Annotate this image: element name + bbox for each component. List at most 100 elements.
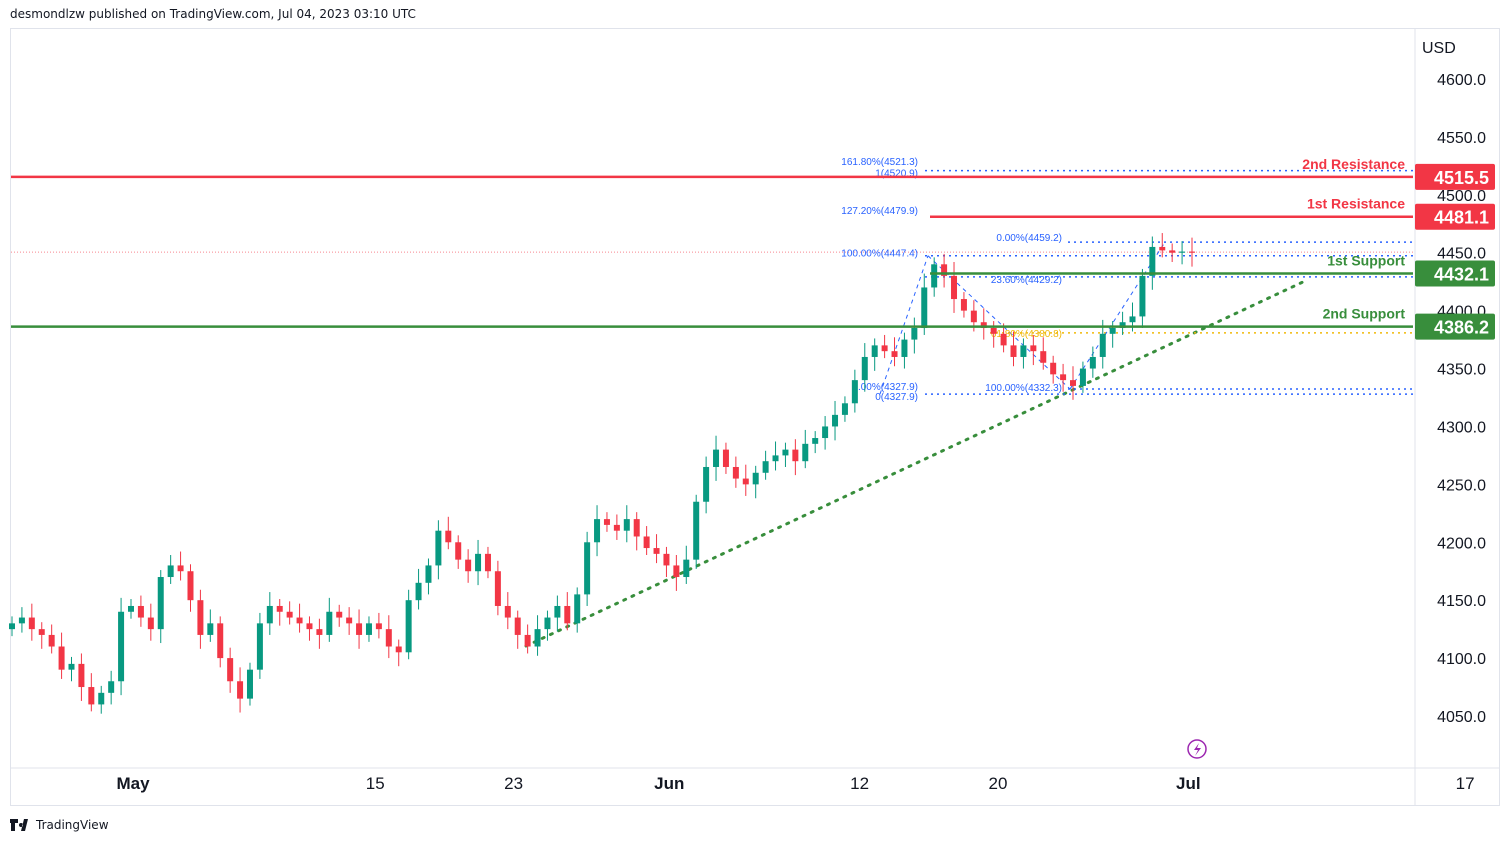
- candle-body[interactable]: [435, 530, 442, 566]
- candle-body[interactable]: [1089, 356, 1096, 369]
- candle-body[interactable]: [157, 577, 164, 630]
- candle-body[interactable]: [832, 414, 839, 427]
- candle-body[interactable]: [415, 582, 422, 601]
- lightning-icon[interactable]: [1187, 739, 1207, 759]
- candle-body[interactable]: [48, 634, 55, 647]
- candle-body[interactable]: [663, 553, 670, 566]
- tradingview-brand[interactable]: TradingView: [36, 818, 109, 832]
- candle-body[interactable]: [613, 524, 620, 531]
- candle-body[interactable]: [851, 380, 858, 404]
- candle-body[interactable]: [841, 403, 848, 415]
- candle-body[interactable]: [792, 449, 799, 462]
- candle-body[interactable]: [68, 663, 75, 670]
- candle-body[interactable]: [217, 623, 224, 659]
- candle-body[interactable]: [38, 629, 45, 635]
- candle-body[interactable]: [227, 658, 234, 682]
- candle-body[interactable]: [465, 559, 472, 572]
- candle-body[interactable]: [1179, 251, 1186, 253]
- candle-body[interactable]: [187, 571, 194, 601]
- candle-body[interactable]: [1159, 246, 1166, 251]
- price-tag[interactable]: [1415, 260, 1495, 287]
- candle-body[interactable]: [544, 617, 551, 630]
- candle-body[interactable]: [286, 611, 293, 618]
- candle-body[interactable]: [346, 617, 353, 624]
- candle-body[interactable]: [931, 264, 938, 288]
- candle-body[interactable]: [316, 629, 323, 635]
- candle-body[interactable]: [861, 356, 868, 381]
- candle-body[interactable]: [1119, 322, 1126, 329]
- candle-body[interactable]: [891, 351, 898, 357]
- candle-body[interactable]: [147, 617, 154, 630]
- candle-body[interactable]: [207, 623, 214, 635]
- candle-body[interactable]: [732, 466, 739, 479]
- candle-body[interactable]: [1070, 380, 1077, 386]
- candle-body[interactable]: [1000, 333, 1007, 346]
- candle-body[interactable]: [534, 629, 541, 647]
- price-tag[interactable]: [1415, 203, 1495, 230]
- candle-body[interactable]: [167, 565, 174, 578]
- candle-body[interactable]: [514, 617, 521, 635]
- candle-body[interactable]: [494, 571, 501, 606]
- candle-body[interactable]: [127, 605, 134, 612]
- candle-body[interactable]: [990, 328, 997, 334]
- candle-body[interactable]: [603, 519, 610, 525]
- candle-body[interactable]: [643, 536, 650, 549]
- candle-body[interactable]: [375, 623, 382, 630]
- candle-body[interactable]: [524, 634, 531, 647]
- candle-body[interactable]: [276, 605, 283, 612]
- candle-body[interactable]: [9, 623, 15, 630]
- candle-body[interactable]: [1050, 362, 1057, 375]
- candle-body[interactable]: [911, 328, 918, 340]
- candle-body[interactable]: [504, 605, 511, 618]
- candle-body[interactable]: [1060, 374, 1067, 381]
- candle-body[interactable]: [425, 565, 432, 583]
- candle-body[interactable]: [475, 553, 482, 572]
- candle-body[interactable]: [445, 530, 452, 543]
- candle-body[interactable]: [594, 519, 601, 543]
- candle-body[interactable]: [693, 501, 700, 560]
- candle-body[interactable]: [88, 687, 95, 705]
- candle-body[interactable]: [1030, 345, 1037, 352]
- candle-body[interactable]: [812, 438, 819, 444]
- candle-body[interactable]: [405, 600, 412, 653]
- candle-body[interactable]: [782, 449, 789, 456]
- candle-body[interactable]: [385, 629, 392, 647]
- candle-body[interactable]: [633, 519, 640, 537]
- candle-body[interactable]: [653, 548, 660, 554]
- candle-body[interactable]: [256, 623, 263, 670]
- candle-body[interactable]: [296, 617, 303, 624]
- candle-body[interactable]: [108, 681, 115, 693]
- price-tag[interactable]: [1415, 163, 1495, 190]
- candle-body[interactable]: [881, 345, 888, 352]
- candle-body[interactable]: [28, 617, 35, 630]
- candle-body[interactable]: [722, 449, 729, 467]
- candle-body[interactable]: [1079, 368, 1086, 386]
- candle-body[interactable]: [326, 611, 333, 635]
- candle-body[interactable]: [921, 287, 928, 329]
- candle-body[interactable]: [584, 542, 591, 595]
- candle-body[interactable]: [1010, 345, 1017, 357]
- candle-body[interactable]: [58, 646, 65, 670]
- candle-body[interactable]: [336, 611, 343, 618]
- candle-body[interactable]: [78, 663, 85, 688]
- tradingview-logo-icon[interactable]: [10, 819, 32, 831]
- candle-body[interactable]: [356, 623, 363, 635]
- candle-body[interactable]: [455, 542, 462, 560]
- candle-body[interactable]: [1129, 316, 1136, 323]
- price-tag[interactable]: [1415, 313, 1495, 340]
- candle-body[interactable]: [673, 565, 680, 578]
- candle-body[interactable]: [970, 310, 977, 323]
- candle-body[interactable]: [18, 617, 25, 624]
- candle-body[interactable]: [1189, 251, 1195, 253]
- candle-body[interactable]: [951, 275, 958, 300]
- candle-body[interactable]: [802, 443, 809, 462]
- candle-body[interactable]: [484, 553, 491, 572]
- candle-body[interactable]: [1020, 345, 1027, 357]
- candle-body[interactable]: [980, 322, 987, 329]
- candle-body[interactable]: [1040, 351, 1047, 363]
- candle-body[interactable]: [742, 478, 749, 485]
- uptrend-line[interactable]: [524, 279, 1307, 648]
- candle-body[interactable]: [623, 519, 630, 531]
- candle-body[interactable]: [177, 565, 184, 572]
